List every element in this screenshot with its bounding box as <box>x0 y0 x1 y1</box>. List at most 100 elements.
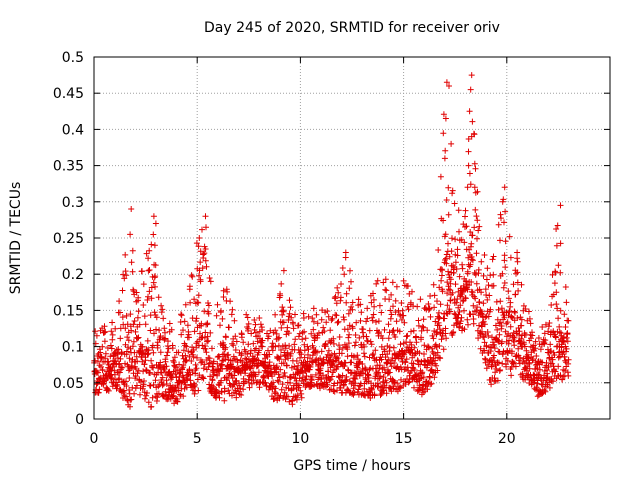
data-point <box>445 240 451 247</box>
data-point <box>269 340 276 347</box>
data-point <box>418 327 425 334</box>
data-point <box>344 326 351 333</box>
data-point <box>292 311 298 318</box>
data-point <box>431 374 438 381</box>
data-point <box>166 320 173 327</box>
data-point <box>139 344 146 350</box>
data-point <box>386 296 393 303</box>
data-point <box>529 332 536 339</box>
data-point <box>445 211 452 218</box>
data-point <box>105 387 112 394</box>
data-point <box>285 393 291 400</box>
data-point <box>532 338 539 345</box>
data-point <box>197 248 204 255</box>
data-point <box>361 385 368 392</box>
data-point <box>442 115 449 122</box>
data-point <box>196 267 203 274</box>
data-point <box>400 312 407 319</box>
data-point <box>457 293 464 300</box>
data-point <box>180 393 187 400</box>
data-point <box>468 279 475 285</box>
data-point <box>126 387 133 393</box>
data-point <box>276 395 283 402</box>
data-point <box>484 265 491 272</box>
data-point <box>527 320 534 327</box>
data-point <box>161 325 168 332</box>
data-point <box>285 330 292 337</box>
data-point <box>288 314 295 321</box>
data-point <box>306 366 313 373</box>
data-point <box>107 342 114 349</box>
data-point <box>468 133 475 140</box>
data-point <box>502 264 509 271</box>
data-point <box>542 337 549 344</box>
data-point <box>139 268 145 275</box>
data-point <box>514 249 521 256</box>
x-tick-label: 20 <box>498 431 516 447</box>
data-point <box>514 315 521 321</box>
data-point <box>390 303 396 310</box>
data-point <box>494 326 501 333</box>
data-point <box>175 387 182 394</box>
data-point <box>123 348 130 355</box>
data-point <box>182 381 189 388</box>
data-point <box>446 253 453 260</box>
data-point <box>325 347 332 354</box>
data-point <box>420 324 427 331</box>
data-point <box>137 391 143 398</box>
data-point <box>256 347 263 354</box>
data-point <box>387 315 394 322</box>
data-point <box>440 217 447 224</box>
data-point <box>502 238 509 245</box>
data-point <box>518 281 525 288</box>
data-point <box>195 387 202 394</box>
data-point <box>213 312 220 319</box>
data-point <box>151 309 158 316</box>
data-point <box>146 247 153 254</box>
data-point <box>490 282 497 289</box>
data-point <box>251 317 258 323</box>
data-point <box>141 313 148 320</box>
data-point <box>367 395 374 401</box>
data-point <box>396 385 403 392</box>
y-tick-label: 0.4 <box>62 122 84 138</box>
data-point <box>493 298 500 305</box>
data-point <box>130 321 137 328</box>
data-point <box>421 351 427 357</box>
data-point <box>191 328 198 335</box>
data-point <box>350 385 357 392</box>
data-point <box>556 329 563 336</box>
data-point <box>363 318 370 325</box>
data-point <box>565 317 572 324</box>
data-point <box>377 383 384 390</box>
data-point <box>343 376 350 383</box>
data-point <box>477 345 484 352</box>
data-point <box>152 377 159 384</box>
data-point <box>404 332 411 339</box>
data-point <box>383 379 390 386</box>
data-point <box>490 271 497 278</box>
data-point <box>93 332 100 339</box>
data-point <box>344 386 351 393</box>
data-point <box>150 364 157 371</box>
data-point <box>97 349 104 356</box>
data-point <box>318 316 325 323</box>
data-point <box>353 372 360 379</box>
data-point <box>182 342 189 349</box>
data-point <box>118 350 125 357</box>
data-point <box>279 311 286 318</box>
data-point <box>448 140 455 147</box>
data-point <box>373 280 380 287</box>
data-point <box>205 310 212 317</box>
data-point <box>180 347 187 354</box>
data-point <box>408 328 414 335</box>
y-tick-label: 0.2 <box>62 267 84 283</box>
data-point <box>128 259 135 266</box>
data-point <box>473 250 480 257</box>
data-point <box>338 281 344 287</box>
data-point <box>447 297 454 304</box>
data-point <box>468 72 475 79</box>
data-point <box>496 331 503 338</box>
data-point <box>380 279 387 286</box>
data-point <box>411 367 418 373</box>
